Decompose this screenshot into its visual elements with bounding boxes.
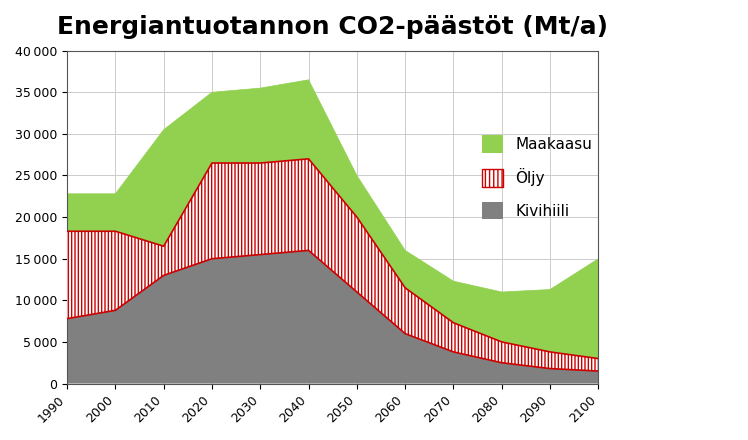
Legend: Maakaasu, Öljy, Kivihiili: Maakaasu, Öljy, Kivihiili	[476, 129, 598, 226]
Title: Energiantuotannon CO2-päästöt (Mt/a): Energiantuotannon CO2-päästöt (Mt/a)	[58, 15, 608, 39]
